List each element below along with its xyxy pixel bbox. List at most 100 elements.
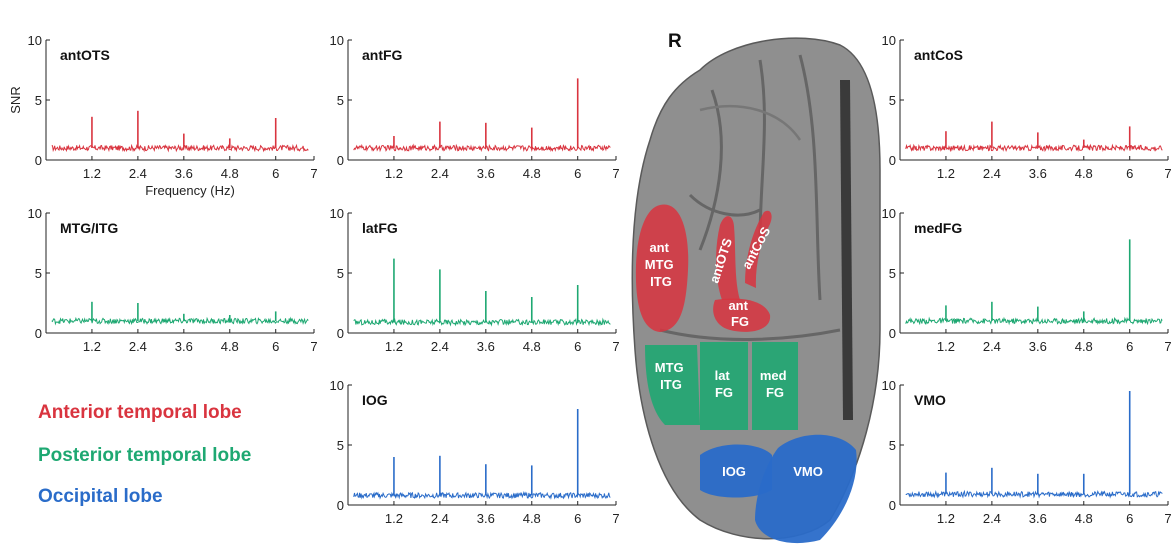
series-line: [353, 143, 611, 153]
x-tick-label: 3.6: [175, 339, 193, 354]
x-tick-label: 2.4: [983, 166, 1001, 181]
series-line: [905, 489, 1163, 499]
x-tick-label: 3.6: [477, 511, 495, 526]
x-axis-label: Frequency (Hz): [145, 183, 235, 198]
y-tick-label: 5: [889, 438, 896, 453]
region-ant-fg: [713, 298, 771, 332]
x-tick-label: 6: [1126, 511, 1133, 526]
x-tick-label: 1.2: [937, 339, 955, 354]
series-line: [51, 316, 309, 326]
x-tick-label: 1.2: [937, 511, 955, 526]
panel-title: antFG: [362, 47, 403, 63]
y-tick-label: 5: [889, 93, 896, 108]
x-tick-label: 6: [574, 511, 581, 526]
x-tick-label: 3.6: [1029, 166, 1047, 181]
y-axis-label: SNR: [8, 86, 23, 113]
region-ant-mtg-itg: [635, 204, 689, 332]
x-tick-label: 7: [1164, 511, 1171, 526]
spectrum-panels: 0 5 10 1.2 2.4 3.6 4.8 6 7 antOTS SNR Frequency (Hz…: [8, 33, 1172, 526]
region-ant-ots: [716, 216, 740, 300]
y-tick-label: 5: [337, 93, 344, 108]
y-tick-label: 5: [889, 266, 896, 281]
region-mtg-itg: [645, 345, 700, 425]
y-tick-label: 0: [337, 153, 344, 168]
x-tick-label: 7: [310, 339, 317, 354]
legend-anterior-temporal-lobe: Anterior temporal lobe: [38, 402, 242, 423]
region-lat-fg: [700, 342, 748, 430]
y-tick-label: 10: [882, 206, 896, 221]
y-tick-label: 10: [28, 33, 42, 48]
x-tick-label: 3.6: [1029, 511, 1047, 526]
x-tick-label: 1.2: [385, 166, 403, 181]
x-tick-label: 1.2: [385, 511, 403, 526]
y-tick-label: 0: [35, 153, 42, 168]
region-iog: [700, 444, 772, 498]
y-tick-label: 0: [889, 498, 896, 513]
region-vmo: [755, 434, 857, 544]
x-tick-label: 4.8: [1075, 166, 1093, 181]
panel-antots: 0 5 10 1.2 2.4 3.6 4.8 6 7 antOTS SNR Frequency (Hz…: [8, 33, 318, 198]
series-line: [905, 316, 1163, 326]
region-label-ant-mtg-itg: ant MTG ITG: [645, 240, 678, 289]
region-label-med-fg: med FG: [760, 368, 790, 400]
brain-sulcus: [798, 54, 822, 301]
x-tick-label: 1.2: [937, 166, 955, 181]
brain-sulcus: [688, 193, 761, 217]
y-tick-label: 10: [330, 378, 344, 393]
x-tick-label: 3.6: [477, 166, 495, 181]
x-tick-label: 1.2: [83, 166, 101, 181]
y-tick-label: 0: [889, 153, 896, 168]
panel-title: VMO: [914, 392, 946, 408]
region-label-ant-fg: ant FG: [728, 298, 751, 329]
x-tick-label: 4.8: [523, 166, 541, 181]
x-tick-label: 7: [1164, 339, 1171, 354]
hemisphere-label: R: [668, 31, 682, 52]
x-tick-label: 2.4: [431, 166, 449, 181]
x-tick-label: 6: [272, 339, 279, 354]
region-label-iog: IOG: [722, 464, 746, 479]
x-tick-label: 7: [612, 166, 619, 181]
x-tick-label: 6: [1126, 166, 1133, 181]
x-tick-label: 6: [574, 166, 581, 181]
x-tick-label: 4.8: [221, 166, 239, 181]
series-line: [51, 143, 309, 153]
x-tick-label: 3.6: [1029, 339, 1047, 354]
region-label-mtg-itg: MTG ITG: [655, 360, 688, 392]
y-tick-label: 10: [882, 33, 896, 48]
y-tick-label: 5: [337, 438, 344, 453]
x-tick-label: 1.2: [385, 339, 403, 354]
panel-title: MTG/ITG: [60, 220, 118, 236]
panel-title: antCoS: [914, 47, 963, 63]
x-tick-label: 7: [1164, 166, 1171, 181]
x-tick-label: 4.8: [523, 339, 541, 354]
panel-title: IOG: [362, 392, 388, 408]
y-tick-label: 10: [28, 206, 42, 221]
panel-antfg: 0 5 10 1.2 2.4 3.6 4.8 6 7 antFG: [330, 33, 620, 181]
x-tick-label: 1.2: [83, 339, 101, 354]
y-tick-label: 5: [35, 93, 42, 108]
brain-sulcus: [840, 79, 853, 421]
x-tick-label: 4.8: [1075, 511, 1093, 526]
x-tick-label: 7: [612, 511, 619, 526]
panel-mtg-itg: 0 5 10 1.2 2.4 3.6 4.8 6 7 MTG/ITG: [28, 206, 318, 354]
series-line: [353, 317, 611, 327]
y-tick-label: 5: [337, 266, 344, 281]
panel-title: medFG: [914, 220, 962, 236]
panel-antcos: 0 5 10 1.2 2.4 3.6 4.8 6 7 antCoS: [882, 33, 1172, 181]
x-tick-label: 3.6: [477, 339, 495, 354]
x-tick-label: 3.6: [175, 166, 193, 181]
x-tick-label: 2.4: [129, 339, 147, 354]
series-line: [905, 143, 1163, 153]
y-tick-label: 0: [889, 326, 896, 341]
region-label-lat-fg: lat FG: [715, 368, 734, 400]
x-tick-label: 2.4: [983, 339, 1001, 354]
panel-medfg: 0 5 10 1.2 2.4 3.6 4.8 6 7 medFG: [882, 206, 1172, 354]
series-line: [353, 490, 611, 500]
brain-sulcus: [699, 105, 802, 141]
region-ant-cos: [745, 210, 772, 288]
x-tick-label: 7: [310, 166, 317, 181]
x-tick-label: 4.8: [523, 511, 541, 526]
legend-posterior-temporal-lobe: Posterior temporal lobe: [38, 445, 252, 466]
x-tick-label: 6: [574, 339, 581, 354]
